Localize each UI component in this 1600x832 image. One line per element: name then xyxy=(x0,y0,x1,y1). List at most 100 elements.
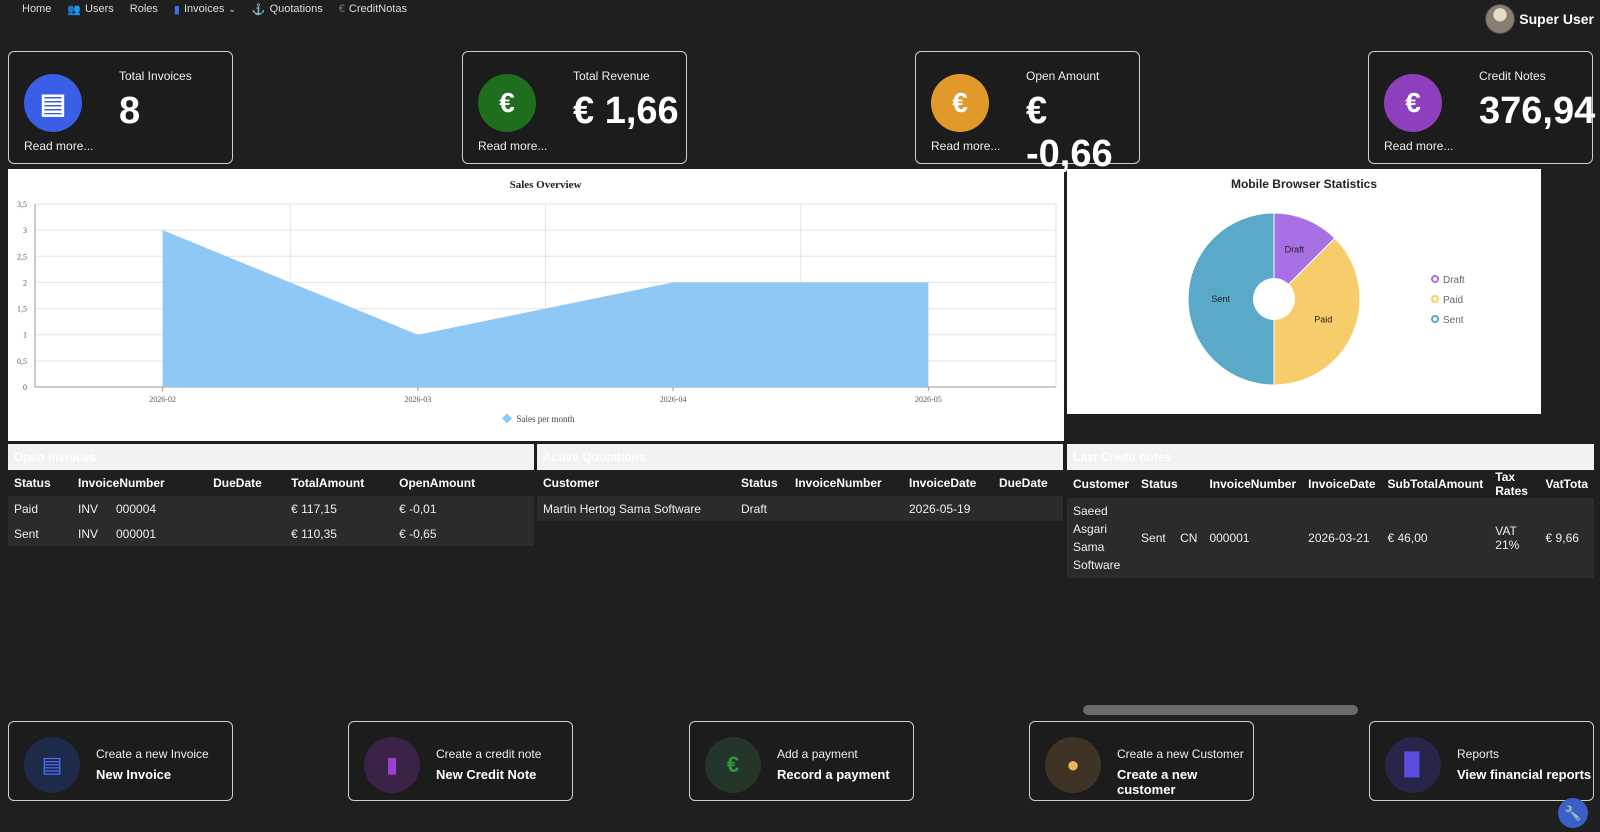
browser-stats-panel: Mobile Browser Statistics Draft Paid Sent Dr… xyxy=(1067,169,1541,414)
cell-prefix: INV xyxy=(72,496,110,521)
cell-due xyxy=(207,521,286,546)
y-tick-label: 1,5 xyxy=(17,305,27,314)
new-credit-note-card[interactable]: ▮ Create a credit note New Credit Note xyxy=(348,721,573,801)
legend-marker xyxy=(1431,275,1439,283)
horizontal-scrollbar[interactable] xyxy=(1083,705,1358,715)
slice-label: Sent xyxy=(1211,294,1230,304)
stat-value: 376,94 xyxy=(1479,90,1596,132)
cell-number: 000004 xyxy=(110,496,208,521)
y-tick-label: 2 xyxy=(23,278,27,287)
action-title: New Credit Note xyxy=(436,767,537,782)
record-payment-card[interactable]: € Add a payment Record a payment xyxy=(689,721,914,801)
cell-date: 2026-05-19 xyxy=(903,496,993,521)
read-more-link[interactable]: Read more... xyxy=(24,139,94,153)
table-row[interactable]: Sent INV 000001 € 110,35 € -0,65 xyxy=(8,521,534,546)
nav-quotations[interactable]: ⚓ Quotations xyxy=(244,0,331,18)
col-invoice-number[interactable]: InvoiceNumber xyxy=(1203,470,1303,498)
x-tick-label: 2026-04 xyxy=(660,395,687,404)
euro-icon: € xyxy=(478,74,536,132)
col-invoice-date[interactable]: InvoiceDate xyxy=(903,470,993,496)
slice-label: Paid xyxy=(1314,314,1332,324)
euro-icon: € xyxy=(1384,74,1442,132)
legend-label: Sent xyxy=(1443,315,1464,326)
cell-vat: € 9,66 xyxy=(1539,498,1594,578)
cell-status: Paid xyxy=(8,496,72,521)
sales-overview-chart: Sales Overview 0 0,5 1 1,5 2 2,5 3 3,5 2026-02 202… xyxy=(17,179,1057,424)
stat-title: Open Amount xyxy=(1026,69,1100,83)
euro-icon: € xyxy=(931,74,989,132)
stat-value: 8 xyxy=(119,90,141,132)
x-tick-label: 2026-05 xyxy=(915,395,942,404)
col-status[interactable]: Status xyxy=(735,470,789,496)
new-customer-card[interactable]: ● Create a new Customer Create a new cus… xyxy=(1029,721,1254,801)
legend-marker xyxy=(1431,315,1439,323)
read-more-link[interactable]: Read more... xyxy=(931,139,1001,153)
cell-prefix: CN xyxy=(1174,498,1204,578)
nav-creditnotas[interactable]: € CreditNotas xyxy=(331,0,415,18)
avatar xyxy=(1485,4,1516,34)
col-tax-rates[interactable]: Tax Rates xyxy=(1489,470,1540,498)
legend-label: Paid xyxy=(1443,295,1463,306)
customer-line: Saeed xyxy=(1073,504,1108,518)
users-icon: 👥 xyxy=(67,3,82,16)
open-invoices-header: Open Invoices xyxy=(8,444,534,470)
user-menu[interactable]: Super User xyxy=(1485,4,1594,34)
stat-card-total-invoices: ▤ Total Invoices 8 Read more... xyxy=(8,51,233,164)
x-tick-label: 2026-02 xyxy=(149,395,176,404)
col-customer[interactable]: Customer xyxy=(537,470,735,496)
pie-slice xyxy=(1187,212,1275,386)
chart-title: Mobile Browser Statistics xyxy=(1231,177,1377,191)
stat-card-credit-notes: € Credit Notes 376,94 Read more... xyxy=(1368,51,1596,164)
data-point xyxy=(162,229,164,231)
top-nav: Home 👥 Users Roles ▮ Invoices ⌄ ⚓ Quotations… xyxy=(0,0,415,18)
col-due-date[interactable]: DueDate xyxy=(993,470,1063,496)
nav-users[interactable]: 👥 Users xyxy=(59,0,121,18)
table-row[interactable]: Saeed Asgari Sama Software Sent CN 00000… xyxy=(1067,498,1594,578)
stat-title: Total Invoices xyxy=(119,69,192,83)
table-row[interactable]: Martin Hertog Sama Software Draft 2026-0… xyxy=(537,496,1063,521)
col-total-amount[interactable]: TotalAmount xyxy=(285,470,394,496)
col-due-date[interactable]: DueDate xyxy=(207,470,286,496)
cell-total: € 117,15 xyxy=(285,496,394,521)
wrench-icon[interactable]: 🔧 xyxy=(1558,798,1588,828)
action-title: Create a new customer xyxy=(1117,767,1198,797)
col-invoice-date[interactable]: InvoiceDate xyxy=(1302,470,1382,498)
nav-home[interactable]: Home xyxy=(0,0,59,18)
col-status[interactable]: Status xyxy=(1135,470,1204,498)
read-more-link[interactable]: Read more... xyxy=(478,139,548,153)
legend-marker xyxy=(1431,295,1439,303)
customer-line: Asgari xyxy=(1073,522,1108,536)
nav-roles[interactable]: Roles xyxy=(122,0,166,18)
col-subtotal[interactable]: SubTotalAmount xyxy=(1381,470,1490,498)
pie-slice xyxy=(1273,212,1336,301)
new-invoice-card[interactable]: ▤ Create a new Invoice New Invoice xyxy=(8,721,233,801)
reports-card[interactable]: ▉ Reports View financial reports xyxy=(1369,721,1594,801)
legend-label: Draft xyxy=(1443,275,1465,286)
chart-title: Sales Overview xyxy=(510,179,582,191)
file-icon: ▮ xyxy=(364,737,420,793)
read-more-link[interactable]: Read more... xyxy=(1384,139,1454,153)
sales-overview-panel: Sales Overview 0 0,5 1 1,5 2 2,5 3 3,5 2026-02 202… xyxy=(8,169,1064,441)
cell-customer: Saeed Asgari Sama Software xyxy=(1067,498,1136,578)
legend-marker xyxy=(502,413,512,424)
stat-value: € 1,66 xyxy=(573,90,679,132)
customer-line: Sama xyxy=(1073,540,1105,554)
col-vat-total[interactable]: VatTota xyxy=(1539,470,1594,498)
col-invoice-number[interactable]: InvoiceNumber xyxy=(72,470,208,496)
y-tick-label: 3,5 xyxy=(17,200,27,209)
y-tick-label: 3 xyxy=(23,226,27,235)
nav-users-label: Users xyxy=(85,3,114,15)
col-status[interactable]: Status xyxy=(8,470,72,496)
cell-prefix: INV xyxy=(72,521,110,546)
nav-invoices[interactable]: ▮ Invoices ⌄ xyxy=(166,0,244,18)
last-credit-notes-header: Last Credit notes xyxy=(1067,444,1594,470)
stat-title: Credit Notes xyxy=(1479,69,1546,83)
col-invoice-number[interactable]: InvoiceNumber xyxy=(789,470,903,496)
col-open-amount[interactable]: OpenAmount xyxy=(393,470,534,496)
col-customer[interactable]: Customer xyxy=(1067,470,1136,498)
action-subtitle: Create a new Customer xyxy=(1117,747,1244,761)
table-row[interactable]: Paid INV 000004 € 117,15 € -0,01 xyxy=(8,496,534,521)
cell-tax: VAT 21% xyxy=(1489,498,1540,578)
document-icon: ▮ xyxy=(173,3,180,16)
action-subtitle: Add a payment xyxy=(777,747,858,761)
